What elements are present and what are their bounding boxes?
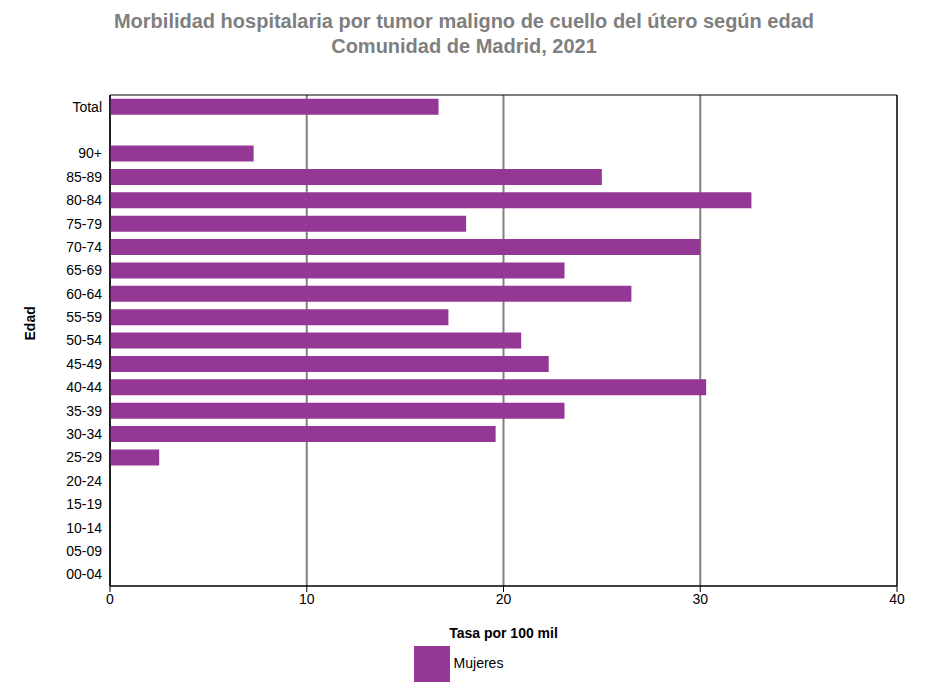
svg-text:40-44: 40-44 bbox=[66, 379, 102, 395]
svg-text:Tasa por 100 mil: Tasa por 100 mil bbox=[449, 625, 558, 641]
svg-text:30: 30 bbox=[692, 591, 708, 607]
svg-text:45-49: 45-49 bbox=[66, 356, 102, 372]
svg-text:Edad: Edad bbox=[22, 306, 38, 340]
svg-text:65-69: 65-69 bbox=[66, 262, 102, 278]
html-text:Mujeres: Mujeres bbox=[453, 654, 504, 671]
html-text:Morbilidad hospitalaria por tu: Morbilidad hospitalaria por tumor malign… bbox=[114, 10, 814, 32]
svg-text:10: 10 bbox=[299, 591, 315, 607]
svg-text:Total: Total bbox=[72, 99, 102, 115]
svg-text:90+: 90+ bbox=[78, 145, 102, 161]
svg-text:85-89: 85-89 bbox=[66, 169, 102, 185]
svg-text:25-29: 25-29 bbox=[66, 449, 102, 465]
svg-text:80-84: 80-84 bbox=[66, 192, 102, 208]
svg-text:35-39: 35-39 bbox=[66, 403, 102, 419]
svg-text:40: 40 bbox=[889, 591, 905, 607]
svg-text:30-34: 30-34 bbox=[66, 426, 102, 442]
svg-text:05-09: 05-09 bbox=[66, 543, 102, 559]
svg-text:60-64: 60-64 bbox=[66, 286, 102, 302]
svg-text:50-54: 50-54 bbox=[66, 332, 102, 348]
svg-text:10-14: 10-14 bbox=[66, 520, 102, 536]
svg-text:70-74: 70-74 bbox=[66, 239, 102, 255]
html-text:Comunidad de Madrid, 2021: Comunidad de Madrid, 2021 bbox=[331, 35, 597, 57]
svg-text:20: 20 bbox=[496, 591, 512, 607]
svg-text:20-24: 20-24 bbox=[66, 473, 102, 489]
svg-text:55-59: 55-59 bbox=[66, 309, 102, 325]
svg-text:0: 0 bbox=[106, 591, 114, 607]
svg-text:15-19: 15-19 bbox=[66, 496, 102, 512]
svg-text:75-79: 75-79 bbox=[66, 216, 102, 232]
svg-text:00-04: 00-04 bbox=[66, 566, 102, 582]
